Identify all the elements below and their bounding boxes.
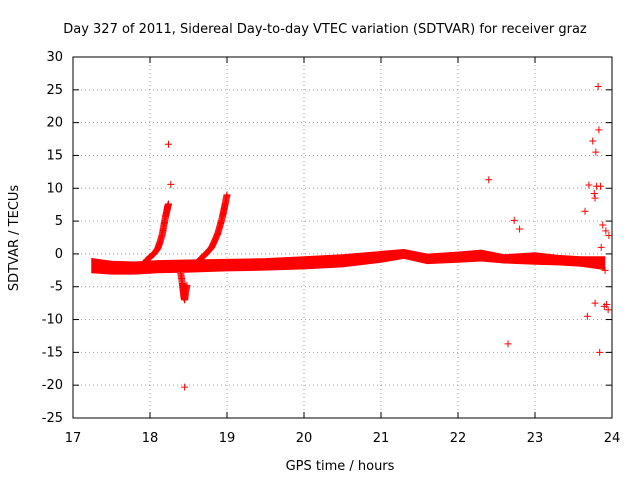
y-tick-label: 20 — [46, 116, 63, 131]
y-axis-label: SDTVAR / TECUs — [7, 185, 22, 292]
y-tick-label: 30 — [46, 50, 63, 65]
data-point — [223, 191, 231, 199]
x-axis-label: GPS time / hours — [286, 459, 395, 474]
y-axis-ticks: -25 -20 -15 -10 -5 0 5 10 15 20 25 30 — [42, 50, 612, 426]
plot-border — [72, 56, 613, 419]
data-point — [594, 83, 602, 91]
data-point — [167, 180, 175, 188]
y-tick-label: -20 — [42, 378, 63, 393]
y-tick-label: 15 — [46, 148, 63, 163]
data-point — [585, 181, 593, 189]
y-tick-label: 0 — [55, 247, 63, 262]
data-point — [597, 243, 605, 251]
data-point — [599, 221, 607, 229]
chart-title: Day 327 of 2011, Sidereal Day-to-day VTE… — [63, 22, 587, 37]
y-tick-label: -25 — [42, 411, 63, 426]
x-tick-label: 18 — [142, 431, 159, 446]
data-point — [596, 182, 604, 190]
data-point — [516, 225, 524, 233]
data-point — [164, 140, 172, 148]
x-tick-label: 17 — [65, 431, 82, 446]
data-point — [591, 299, 599, 307]
data-point — [591, 194, 599, 202]
data-point — [510, 216, 518, 224]
x-tick-label: 24 — [604, 431, 621, 446]
data-point — [602, 227, 610, 235]
x-tick-label: 19 — [219, 431, 236, 446]
data-point — [601, 266, 609, 274]
band-area — [91, 248, 606, 275]
data-point — [181, 383, 189, 391]
data-point — [583, 312, 591, 320]
y-tick-label: -5 — [50, 280, 63, 295]
data-point — [164, 200, 172, 208]
data-band — [91, 248, 606, 275]
y-tick-label: 5 — [55, 214, 63, 229]
gridlines — [73, 57, 612, 418]
data-point — [603, 300, 611, 308]
y-tick-label: -10 — [42, 313, 63, 328]
x-tick-label: 23 — [527, 431, 544, 446]
data-point — [596, 348, 604, 356]
x-tick-label: 21 — [373, 431, 390, 446]
x-tick-label: 20 — [296, 431, 313, 446]
data-point — [590, 190, 598, 198]
data-points — [142, 83, 613, 391]
data-point — [589, 137, 597, 145]
data-point — [485, 176, 493, 184]
data-point — [595, 126, 603, 134]
y-tick-label: -15 — [42, 345, 63, 360]
y-tick-label: 10 — [46, 181, 63, 196]
x-axis-ticks: 17 18 19 20 21 22 23 24 — [65, 57, 621, 446]
x-tick-label: 22 — [450, 431, 467, 446]
data-point — [604, 306, 612, 314]
data-point — [592, 148, 600, 156]
data-point — [183, 281, 191, 289]
data-point — [504, 340, 512, 348]
data-point — [605, 232, 613, 240]
data-point — [581, 207, 589, 215]
y-tick-label: 25 — [46, 83, 63, 98]
